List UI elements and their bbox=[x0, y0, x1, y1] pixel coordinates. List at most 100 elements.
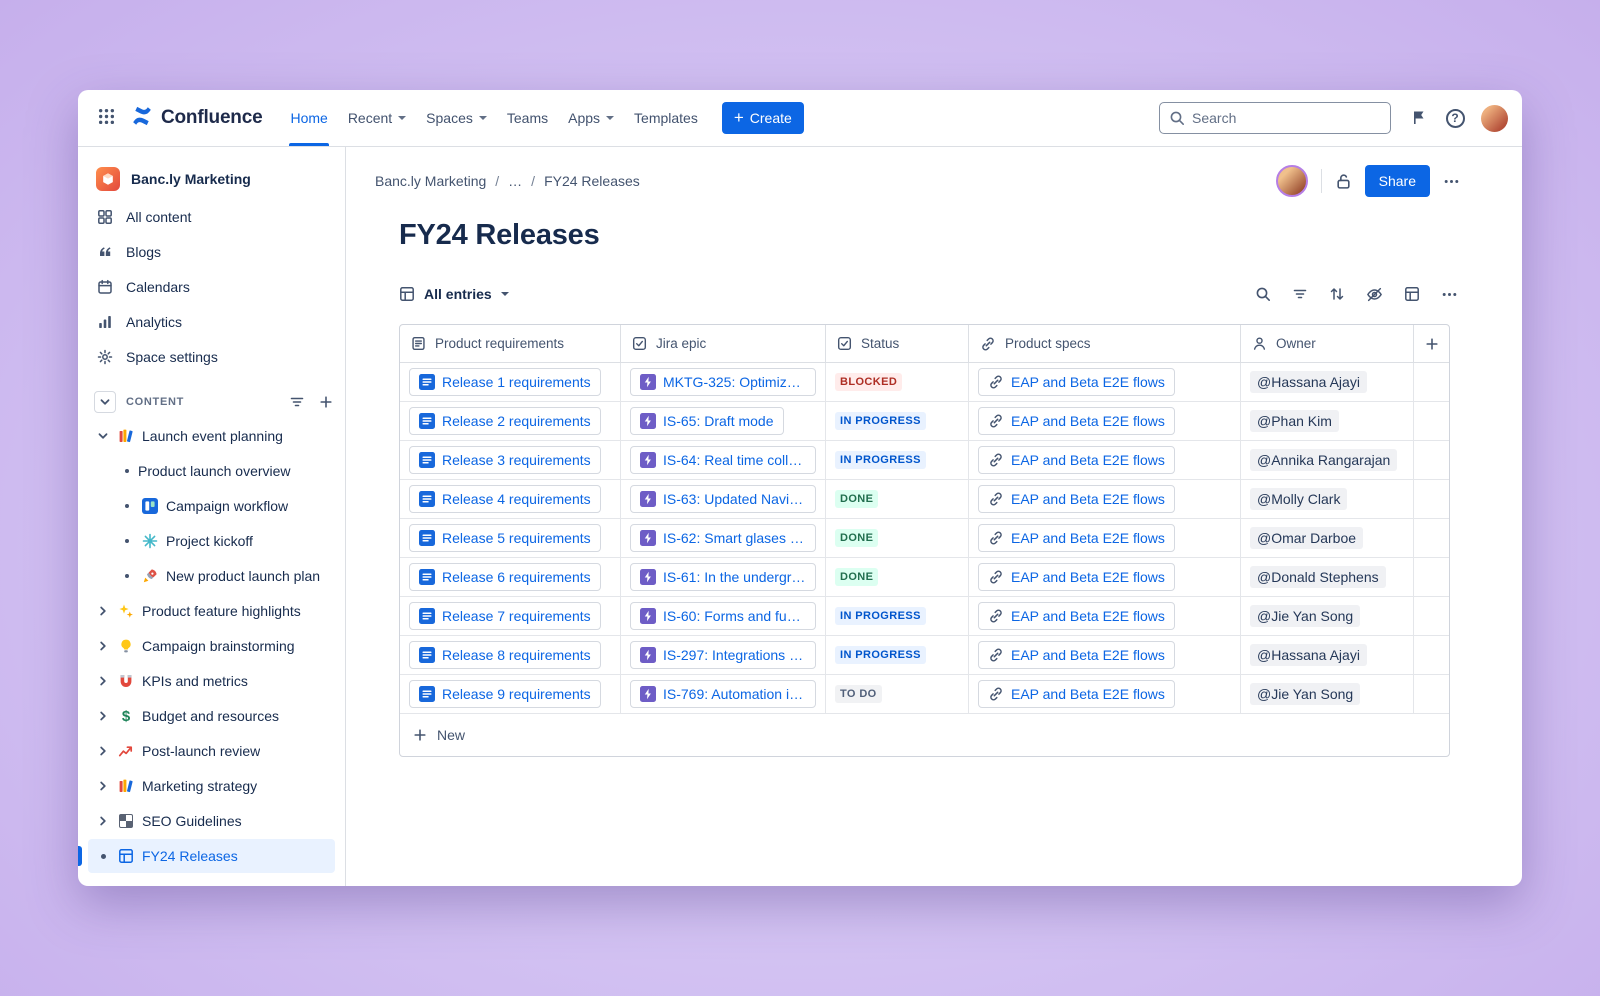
owner-pill[interactable]: @Jie Yan Song bbox=[1250, 605, 1361, 627]
specs-link-chip[interactable]: EAP and Beta E2E flows bbox=[978, 641, 1175, 669]
cell-product-specs[interactable]: EAP and Beta E2E flows bbox=[969, 597, 1241, 635]
owner-pill[interactable]: @Donald Stephens bbox=[1250, 566, 1386, 588]
help-button[interactable]: ? bbox=[1439, 102, 1471, 134]
cell-product-specs[interactable]: EAP and Beta E2E flows bbox=[969, 519, 1241, 557]
cell-product-requirements[interactable]: Release 8 requirements bbox=[400, 636, 621, 674]
filter-icon[interactable] bbox=[289, 394, 305, 410]
cell-status[interactable]: IN PROGRESS bbox=[826, 636, 969, 674]
jira-epic-chip[interactable]: IS-65: Draft mode bbox=[630, 407, 784, 435]
tree-item-product-feature-highlights[interactable]: Product feature highlights bbox=[88, 594, 335, 628]
cell-product-specs[interactable]: EAP and Beta E2E flows bbox=[969, 675, 1241, 713]
page-author-avatar[interactable] bbox=[1275, 165, 1308, 197]
chevron-right-icon[interactable] bbox=[97, 605, 109, 617]
cell-product-requirements[interactable]: Release 5 requirements bbox=[400, 519, 621, 557]
breadcrumb-link[interactable]: … bbox=[508, 173, 523, 189]
tree-item-campaign-workflow[interactable]: Campaign workflow bbox=[88, 489, 335, 523]
cell-product-specs[interactable]: EAP and Beta E2E flows bbox=[969, 558, 1241, 596]
cell-owner[interactable]: @Phan Kim bbox=[1241, 402, 1414, 440]
owner-pill[interactable]: @Hassana Ajayi bbox=[1250, 371, 1367, 393]
owner-pill[interactable]: @Omar Darboe bbox=[1250, 527, 1364, 549]
chevron-right-icon[interactable] bbox=[97, 640, 109, 652]
jira-epic-chip[interactable]: IS-64: Real time colla... bbox=[630, 446, 816, 474]
confluence-logo[interactable]: Confluence bbox=[130, 104, 263, 133]
jira-epic-chip[interactable]: IS-61: In the undergro... bbox=[630, 563, 816, 591]
chevron-right-icon[interactable] bbox=[97, 745, 109, 757]
sidebar-item-analytics[interactable]: Analytics bbox=[88, 305, 335, 339]
owner-pill[interactable]: @Annika Rangarajan bbox=[1250, 449, 1398, 471]
tree-item-launch-event-planning[interactable]: Launch event planning bbox=[88, 419, 335, 453]
jira-epic-chip[interactable]: IS-62: Smart glases a... bbox=[630, 524, 816, 552]
search-input[interactable] bbox=[1192, 110, 1381, 126]
cell-owner[interactable]: @Jie Yan Song bbox=[1241, 675, 1414, 713]
chevron-right-icon[interactable] bbox=[97, 815, 109, 827]
specs-link-chip[interactable]: EAP and Beta E2E flows bbox=[978, 524, 1175, 552]
view-switcher[interactable]: All entries bbox=[399, 286, 509, 302]
owner-pill[interactable]: @Phan Kim bbox=[1250, 410, 1339, 432]
nav-item-teams[interactable]: Teams bbox=[497, 90, 558, 146]
status-lozenge[interactable]: IN PROGRESS bbox=[835, 451, 926, 469]
cell-jira-epic[interactable]: IS-769: Automation in... bbox=[621, 675, 826, 713]
sidebar-item-blogs[interactable]: Blogs bbox=[88, 235, 335, 269]
user-avatar[interactable] bbox=[1481, 104, 1508, 132]
requirements-link-chip[interactable]: Release 6 requirements bbox=[409, 563, 601, 591]
requirements-link-chip[interactable]: Release 2 requirements bbox=[409, 407, 601, 435]
specs-link-chip[interactable]: EAP and Beta E2E flows bbox=[978, 407, 1175, 435]
cell-product-specs[interactable]: EAP and Beta E2E flows bbox=[969, 363, 1241, 401]
cell-product-requirements[interactable]: Release 1 requirements bbox=[400, 363, 621, 401]
column-header-product-specs[interactable]: Product specs bbox=[969, 325, 1241, 362]
flag-button[interactable] bbox=[1403, 102, 1435, 134]
tree-item-marketing-strategy[interactable]: Marketing strategy bbox=[88, 769, 335, 803]
cell-jira-epic[interactable]: IS-64: Real time colla... bbox=[621, 441, 826, 479]
tree-item-seo-guidelines[interactable]: SEO Guidelines bbox=[88, 804, 335, 838]
status-lozenge[interactable]: BLOCKED bbox=[835, 373, 903, 391]
cell-owner[interactable]: @Jie Yan Song bbox=[1241, 597, 1414, 635]
cell-status[interactable]: DONE bbox=[826, 519, 969, 557]
tree-item-product-launch-overview[interactable]: Product launch overview bbox=[88, 454, 335, 488]
cell-product-specs[interactable]: EAP and Beta E2E flows bbox=[969, 480, 1241, 518]
cell-jira-epic[interactable]: IS-63: Updated Navig... bbox=[621, 480, 826, 518]
status-lozenge[interactable]: IN PROGRESS bbox=[835, 412, 926, 430]
status-lozenge[interactable]: DONE bbox=[835, 529, 879, 547]
tree-item-budget-and-resources[interactable]: $ Budget and resources bbox=[88, 699, 335, 733]
jira-epic-chip[interactable]: MKTG-325: Optimize... bbox=[630, 368, 816, 396]
requirements-link-chip[interactable]: Release 4 requirements bbox=[409, 485, 601, 513]
nav-item-home[interactable]: Home bbox=[280, 90, 337, 146]
cell-product-requirements[interactable]: Release 6 requirements bbox=[400, 558, 621, 596]
owner-pill[interactable]: @Molly Clark bbox=[1250, 488, 1348, 510]
nav-item-apps[interactable]: Apps bbox=[558, 90, 624, 146]
cell-jira-epic[interactable]: IS-65: Draft mode bbox=[621, 402, 826, 440]
unlock-icon[interactable] bbox=[1335, 173, 1352, 190]
nav-item-spaces[interactable]: Spaces bbox=[416, 90, 497, 146]
cell-product-requirements[interactable]: Release 2 requirements bbox=[400, 402, 621, 440]
add-column-button[interactable] bbox=[1414, 325, 1449, 362]
cell-status[interactable]: DONE bbox=[826, 480, 969, 518]
chevron-right-icon[interactable] bbox=[97, 710, 109, 722]
status-lozenge[interactable]: TO DO bbox=[835, 685, 882, 703]
cell-status[interactable]: DONE bbox=[826, 558, 969, 596]
column-header-status[interactable]: Status bbox=[826, 325, 969, 362]
cell-jira-epic[interactable]: MKTG-325: Optimize... bbox=[621, 363, 826, 401]
cell-jira-epic[interactable]: IS-61: In the undergro... bbox=[621, 558, 826, 596]
filter-icon[interactable] bbox=[1292, 286, 1308, 302]
breadcrumb-link[interactable]: Banc.ly Marketing bbox=[375, 173, 487, 189]
cell-product-specs[interactable]: EAP and Beta E2E flows bbox=[969, 636, 1241, 674]
add-content-icon[interactable] bbox=[319, 395, 333, 409]
specs-link-chip[interactable]: EAP and Beta E2E flows bbox=[978, 563, 1175, 591]
cell-owner[interactable]: @Hassana Ajayi bbox=[1241, 636, 1414, 674]
requirements-link-chip[interactable]: Release 9 requirements bbox=[409, 680, 601, 708]
hide-fields-icon[interactable] bbox=[1366, 286, 1383, 303]
specs-link-chip[interactable]: EAP and Beta E2E flows bbox=[978, 485, 1175, 513]
nav-item-recent[interactable]: Recent bbox=[338, 90, 416, 146]
nav-item-templates[interactable]: Templates bbox=[624, 90, 708, 146]
share-button[interactable]: Share bbox=[1364, 165, 1430, 197]
status-lozenge[interactable]: DONE bbox=[835, 490, 879, 508]
tree-item-campaign-brainstorming[interactable]: Campaign brainstorming bbox=[88, 629, 335, 663]
specs-link-chip[interactable]: EAP and Beta E2E flows bbox=[978, 368, 1175, 396]
specs-link-chip[interactable]: EAP and Beta E2E flows bbox=[978, 446, 1175, 474]
cell-product-specs[interactable]: EAP and Beta E2E flows bbox=[969, 441, 1241, 479]
sidebar-item-space-settings[interactable]: Space settings bbox=[88, 340, 335, 374]
cell-status[interactable]: IN PROGRESS bbox=[826, 441, 969, 479]
tree-item-new-product-launch-plan[interactable]: New product launch plan bbox=[88, 559, 335, 593]
search-box[interactable] bbox=[1159, 102, 1391, 134]
requirements-link-chip[interactable]: Release 1 requirements bbox=[409, 368, 601, 396]
